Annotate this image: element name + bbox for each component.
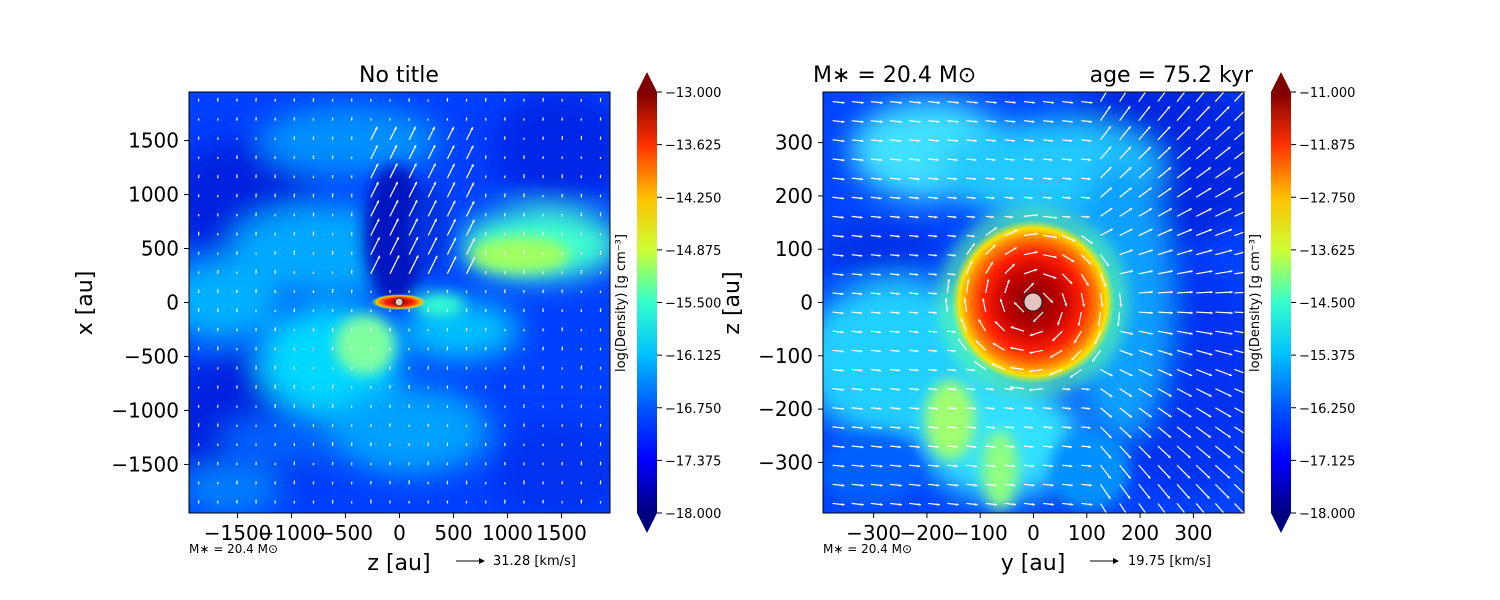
left-density-map xyxy=(160,90,630,520)
right-colorbar-tick-label: −13.625 xyxy=(1299,244,1355,259)
right-y-tick-label: 100 xyxy=(775,237,813,261)
right-colorbar-gradient xyxy=(1271,92,1291,513)
right-velocity-arrowhead xyxy=(1246,107,1249,110)
left-y-axis-label: x [au] xyxy=(73,271,98,336)
right-velocity-arrowhead xyxy=(1248,167,1251,170)
left-x-tick-label: 0 xyxy=(393,521,406,545)
right-x-axis-label: y [au] xyxy=(1001,551,1066,576)
left-y-tick-label: −1000 xyxy=(111,398,179,422)
left-panel: −1500−1000−500 0 500 1000 1500−1500−1000−500… xyxy=(73,63,630,576)
right-colorbar-tick-label: −14.500 xyxy=(1299,297,1355,312)
right-velocity-arrowhead xyxy=(1246,495,1249,498)
right-colorbar-tick-label: −12.750 xyxy=(1299,191,1355,206)
right-star-marker xyxy=(1024,293,1042,311)
right-velocity-arrowhead xyxy=(1249,208,1252,211)
right-y-tick-label: −100 xyxy=(758,344,813,368)
right-colorbar-label: log(Density) [g cm⁻³] xyxy=(1248,234,1263,372)
right-y-tick-label: −300 xyxy=(758,450,813,474)
left-star-marker xyxy=(395,298,403,306)
left-x-tick-label: 500 xyxy=(434,521,472,545)
left-x-tick-label: −500 xyxy=(318,521,373,545)
right-colorbar-tick-label: −15.375 xyxy=(1299,349,1355,364)
left-y-tick-label: 0 xyxy=(166,291,179,315)
right-y-tick-label: −200 xyxy=(758,397,813,421)
left-stellar-mass-footnote: M∗ = 20.4 M⊙ xyxy=(189,542,278,556)
right-y-tick-label: 0 xyxy=(800,291,813,315)
right-velocity-arrowhead xyxy=(1248,188,1251,191)
right-velocity-arrowhead xyxy=(1247,127,1250,130)
left-colorbar-tick-label: −13.625 xyxy=(665,139,721,154)
right-velocity-arrowhead xyxy=(1249,394,1252,397)
left-x-axis-label: z [au] xyxy=(367,551,430,576)
right-x-tick-label: 300 xyxy=(1174,521,1212,545)
right-x-tick-label: 100 xyxy=(1068,521,1106,545)
left-y-tick-label: −500 xyxy=(124,344,179,368)
right-velocity-arrowhead xyxy=(1167,516,1170,519)
right-x-tick-label: 200 xyxy=(1121,521,1159,545)
left-colorbar-tick-label: −18.000 xyxy=(665,507,721,522)
left-colorbar-min-extension xyxy=(637,513,657,533)
right-velocity-arrowhead xyxy=(1247,475,1250,478)
right-velocity-arrowhead xyxy=(1248,414,1251,417)
right-colorbar-tick-label: −16.250 xyxy=(1299,402,1355,417)
left-colorbar-tick-label: −14.875 xyxy=(665,244,721,259)
right-panel: −300−200−100 0 100 200 300−300−200−100010020… xyxy=(720,63,1270,576)
right-y-tick-label: 300 xyxy=(775,131,813,155)
right-colorbar-ticks: −11.000 −11.875 −12.750 −13.625 −14.500 −15.3… xyxy=(1291,86,1355,522)
right-vector-key-label: 19.75 [km/s] xyxy=(1128,554,1211,569)
right-colorbar-tick-label: −17.125 xyxy=(1299,454,1355,469)
right-x-tick-label: −100 xyxy=(953,521,1008,545)
left-panel-title: No title xyxy=(359,63,439,88)
left-colorbar-tick-label: −14.250 xyxy=(665,191,721,206)
left-y-tick-label: 1000 xyxy=(128,183,179,207)
left-colorbar: −13.000 −13.625 −14.250 −14.875 −15.500 −16.1… xyxy=(614,72,721,533)
right-velocity-arrowhead xyxy=(1245,515,1248,518)
left-vector-key-label: 31.28 [km/s] xyxy=(493,554,576,569)
right-x-tick-label: 0 xyxy=(1027,521,1040,545)
right-y-axis-label: z [au] xyxy=(720,271,745,334)
left-x-tick-label: 1500 xyxy=(536,521,587,545)
right-velocity-arrowhead xyxy=(1249,373,1252,376)
right-velocity-arrowhead xyxy=(1247,455,1250,458)
right-velocity-arrowhead xyxy=(1247,147,1250,150)
right-velocity-arrowhead xyxy=(1147,516,1150,519)
right-velocity-arrowhead xyxy=(1226,515,1229,518)
left-x-tick-label: 1000 xyxy=(482,521,533,545)
right-colorbar-tick-label: −18.000 xyxy=(1299,507,1355,522)
right-velocity-arrowhead xyxy=(1248,435,1251,438)
left-colorbar-tick-label: −13.000 xyxy=(665,86,721,101)
left-colorbar-gradient xyxy=(637,92,657,513)
right-y-tick-label: 200 xyxy=(775,184,813,208)
left-y-tick-label: 1500 xyxy=(128,129,179,153)
right-stellar-mass-footnote: M∗ = 20.4 M⊙ xyxy=(823,542,912,556)
right-colorbar-tick-label: −11.875 xyxy=(1299,139,1355,154)
left-colorbar-tick-label: −16.750 xyxy=(665,402,721,417)
right-title-mass: M∗ = 20.4 M⊙ xyxy=(813,63,976,88)
left-colorbar-max-extension xyxy=(637,72,657,92)
left-y-tick-label: 500 xyxy=(141,237,179,261)
left-y-tick-label: −1500 xyxy=(111,452,179,476)
left-colorbar-tick-label: −17.375 xyxy=(665,454,721,469)
right-velocity-arrowhead xyxy=(1127,516,1130,519)
right-colorbar-tick-label: −11.000 xyxy=(1299,86,1355,101)
right-velocity-arrowhead xyxy=(1249,229,1252,232)
right-colorbar-min-extension xyxy=(1271,513,1291,533)
right-title-age: age = 75.2 kyr xyxy=(1090,63,1254,88)
left-colorbar-tick-label: −16.125 xyxy=(665,349,721,364)
left-colorbar-tick-label: −15.500 xyxy=(665,297,721,312)
left-colorbar-ticks: −13.000 −13.625 −14.250 −14.875 −15.500 −16.1… xyxy=(657,86,721,522)
left-colorbar-label: log(Density) [g cm⁻³] xyxy=(614,234,629,372)
right-colorbar: −11.000 −11.875 −12.750 −13.625 −14.500 −15.3… xyxy=(1248,72,1355,533)
right-colorbar-max-extension xyxy=(1271,72,1291,92)
right-velocity-arrowhead xyxy=(1206,516,1209,519)
right-density-map xyxy=(800,70,1270,519)
right-velocity-arrowhead xyxy=(1187,516,1190,519)
right-velocity-arrowhead xyxy=(1108,516,1111,519)
